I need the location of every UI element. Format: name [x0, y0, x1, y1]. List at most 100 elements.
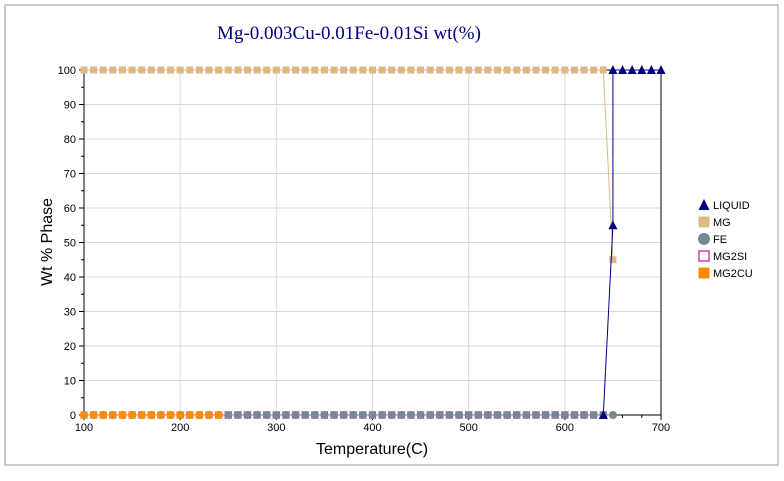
data-point-mg	[340, 66, 348, 74]
data-point-mg2cu	[109, 411, 117, 419]
data-point-mg	[99, 66, 107, 74]
legend: LIQUID MG FE MG2SI MG2CU	[698, 199, 753, 280]
data-point-fe	[474, 411, 483, 419]
y-tick-label: 80	[64, 134, 76, 146]
data-point-mg	[167, 66, 175, 74]
data-point-mg2cu	[147, 411, 155, 419]
data-point-mg2cu	[157, 411, 165, 419]
data-point-mg	[436, 66, 444, 74]
data-point-mg	[494, 66, 502, 74]
data-point-fe	[233, 411, 242, 419]
y-tick-label: 60	[64, 203, 76, 215]
y-tick-label: 40	[64, 272, 76, 284]
data-point-mg	[80, 66, 88, 74]
data-point-mg	[195, 66, 203, 74]
data-point-liquid	[618, 65, 628, 74]
data-point-liquid	[608, 65, 618, 74]
data-point-mg	[590, 66, 598, 74]
data-point-mg2cu	[167, 411, 175, 419]
chart-title: Mg-0.003Cu-0.01Fe-0.01Si wt(%)	[217, 23, 481, 44]
data-point-mg2cu	[138, 411, 146, 419]
data-point-fe	[349, 411, 358, 419]
x-tick-label: 300	[267, 422, 285, 434]
data-point-fe	[426, 411, 435, 419]
data-point-liquid	[656, 65, 666, 74]
data-point-mg	[417, 66, 425, 74]
data-point-fe	[272, 411, 281, 419]
data-point-mg	[609, 256, 617, 264]
data-point-mg	[426, 66, 434, 74]
data-point-mg	[147, 66, 155, 74]
data-point-mg2cu	[186, 411, 194, 419]
data-point-mg	[397, 66, 405, 74]
data-point-mg	[378, 66, 386, 74]
data-point-fe	[464, 411, 473, 419]
data-point-mg	[513, 66, 521, 74]
data-point-mg	[532, 66, 540, 74]
data-point-fe	[253, 411, 262, 419]
data-point-mg	[388, 66, 396, 74]
data-point-fe	[320, 411, 329, 419]
data-point-mg2cu	[99, 411, 107, 419]
series-mg2cu	[80, 411, 223, 419]
data-point-fe	[455, 411, 464, 419]
data-point-fe	[310, 411, 319, 419]
data-point-mg	[186, 66, 194, 74]
legend-item-fe: FE	[698, 233, 727, 246]
data-point-mg	[301, 66, 309, 74]
data-point-mg	[292, 66, 300, 74]
data-point-mg	[128, 66, 136, 74]
data-point-fe	[281, 411, 290, 419]
chart-frame	[4, 4, 779, 466]
data-point-fe	[570, 411, 579, 419]
legend-label-liquid: LIQUID	[713, 200, 750, 212]
data-point-mg	[253, 66, 261, 74]
data-point-mg	[484, 66, 492, 74]
data-point-mg	[570, 66, 578, 74]
x-tick-label: 700	[652, 422, 670, 434]
data-point-fe	[445, 411, 454, 419]
data-point-mg2cu	[176, 411, 184, 419]
data-point-fe	[560, 411, 569, 419]
x-tick-label: 600	[556, 422, 574, 434]
data-point-liquid	[646, 65, 656, 74]
legend-label-mg2si: MG2SI	[713, 251, 747, 263]
data-point-mg	[349, 66, 357, 74]
data-point-fe	[378, 411, 387, 419]
legend-label-fe: FE	[713, 234, 727, 246]
data-point-mg	[109, 66, 117, 74]
data-point-mg	[455, 66, 463, 74]
y-tick-label: 100	[58, 65, 76, 77]
y-tick-label: 50	[64, 238, 76, 250]
legend-item-mg2cu: MG2CU	[698, 267, 753, 280]
data-point-fe	[387, 411, 396, 419]
data-point-mg	[205, 66, 213, 74]
y-tick-label: 30	[64, 307, 76, 319]
data-point-mg	[369, 66, 376, 74]
data-point-fe	[522, 411, 531, 419]
data-point-mg2cu	[205, 411, 213, 419]
data-point-mg	[215, 66, 223, 74]
data-point-mg	[224, 66, 232, 74]
data-point-fe	[483, 411, 492, 419]
data-point-fe	[493, 411, 502, 419]
legend-label-mg: MG	[713, 217, 731, 229]
data-point-mg	[474, 66, 482, 74]
data-point-mg2cu	[80, 411, 88, 419]
data-point-mg2cu	[195, 411, 203, 419]
data-point-mg	[359, 66, 367, 74]
data-point-mg	[243, 66, 251, 74]
data-point-liquid	[627, 65, 637, 74]
data-point-fe	[589, 411, 598, 419]
legend-marker-mg2cu	[698, 267, 710, 279]
data-point-mg	[542, 66, 550, 74]
legend-marker-fe	[698, 233, 710, 245]
data-point-mg	[311, 66, 319, 74]
data-point-mg2cu	[90, 411, 98, 419]
data-point-mg	[330, 66, 338, 74]
y-tick-label: 90	[64, 100, 76, 112]
y-tick-label: 20	[64, 341, 76, 353]
data-point-mg	[522, 66, 530, 74]
